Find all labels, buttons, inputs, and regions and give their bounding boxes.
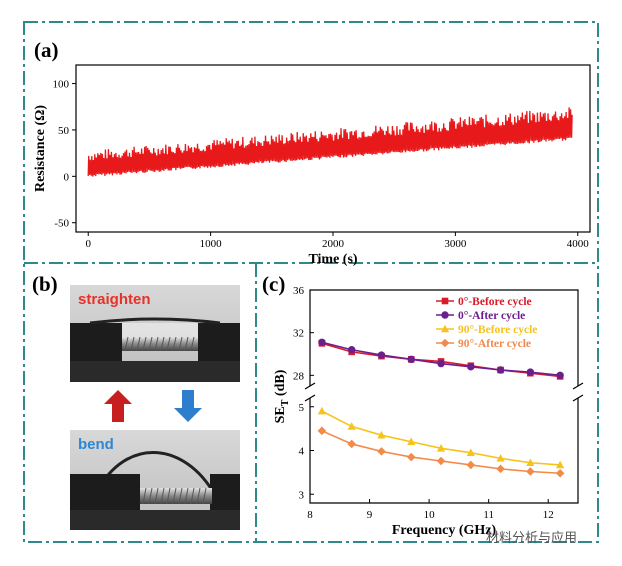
panel-c-label: (c) (262, 272, 285, 296)
legend-label: 90°-Before cycle (458, 324, 537, 336)
data-point-circle (347, 346, 356, 354)
data-point-diamond (317, 426, 327, 436)
arrow-down-icon (174, 390, 202, 422)
x-axis-label-a: Time (s) (308, 252, 357, 267)
x-tick-label-a: 1000 (200, 238, 223, 250)
dash-dot-frame (23, 21, 599, 543)
axis-break-mark (572, 394, 584, 402)
legend-marker (440, 338, 450, 348)
x-tick-label-a: 0 (85, 238, 91, 250)
series-line-diamond (321, 430, 561, 475)
data-point-circle (407, 355, 415, 364)
axis-break-mark (304, 394, 316, 402)
arrow-up-icon (104, 390, 132, 422)
y-tick-label-a: 0 (64, 171, 70, 183)
data-point-triangle (317, 406, 327, 415)
data-point-triangle (526, 458, 535, 467)
data-point-triangle (436, 444, 446, 452)
axis-break-mark (572, 382, 584, 390)
y-axis-label-c: SET (dB) (273, 369, 291, 423)
axis-break-mark (304, 382, 316, 390)
data-point-diamond (526, 467, 535, 476)
legend-label: 0°-Before cycle (458, 296, 532, 308)
data-point-triangle (466, 448, 475, 456)
straighten-caption: straighten (78, 291, 151, 308)
x-tick-label-a: 4000 (567, 238, 590, 250)
data-point-circle (318, 338, 326, 346)
data-point-diamond (377, 447, 386, 456)
data-point-diamond (466, 460, 476, 470)
y-tick-label-a: -50 (54, 218, 69, 230)
x-tick-label-a: 2000 (322, 238, 345, 250)
panel-b-label: (b) (32, 272, 58, 296)
data-point-triangle (407, 437, 416, 446)
watermark-text: 材料分析与应用 (486, 531, 578, 546)
data-point-triangle (556, 460, 565, 469)
x-tick-label-c: 9 (367, 509, 373, 521)
y-tick-label-a: 50 (58, 125, 70, 137)
legend-marker (440, 324, 450, 333)
x-tick-label-c: 12 (543, 509, 554, 521)
y-tick-label-c-lower: 3 (299, 489, 305, 501)
bend-photo (70, 430, 240, 530)
bend-caption: bend (78, 436, 114, 453)
data-point-circle (526, 368, 535, 376)
y-axis-label-a: Resistance (Ω) (33, 105, 48, 192)
data-point-diamond (555, 468, 565, 478)
data-point-circle (377, 351, 386, 359)
y-tick-label-c-lower: 5 (299, 402, 305, 414)
data-point-diamond (496, 464, 505, 474)
x-tick-label-c: 10 (424, 509, 436, 521)
y-tick-label-c-upper: 36 (293, 285, 305, 297)
x-axis-label-c: Frequency (GHz) (392, 523, 497, 538)
resistance-series (87, 107, 573, 177)
plot-c: 8 9 10 11 12 28 32 36 3 4 5 Frequency (GHz) SET (dB)… (273, 285, 584, 538)
x-tick-label-c: 8 (307, 509, 313, 521)
data-point-triangle (496, 454, 505, 462)
legend-marker (441, 297, 449, 305)
x-tick-label-c: 11 (483, 509, 494, 521)
data-point-circle (437, 359, 445, 368)
data-point-circle (496, 366, 505, 374)
y-tick-label-c-upper: 28 (293, 370, 305, 382)
plot-a: 0 1000 2000 3000 4000 -50 0 50 100 Time (s) Resist… (33, 64, 591, 267)
data-point-diamond (347, 439, 356, 449)
legend-label: 0°-After cycle (458, 310, 525, 322)
data-point-diamond (406, 452, 416, 462)
y-tick-label-c-upper: 32 (293, 328, 304, 340)
x-tick-label-a: 3000 (444, 238, 467, 250)
panel-a-label: (a) (34, 38, 59, 62)
plot-c-upper-axes (309, 289, 579, 386)
data-point-diamond (436, 456, 446, 466)
y-tick-label-a: 100 (53, 79, 70, 91)
data-point-circle (467, 363, 475, 371)
data-point-triangle (347, 422, 356, 430)
data-point-triangle (377, 430, 386, 439)
straighten-photo (70, 285, 240, 382)
data-point-circle (556, 371, 564, 380)
legend-marker (441, 311, 449, 319)
y-tick-label-c-lower: 4 (299, 446, 305, 458)
legend-label: 90°-After cycle (458, 338, 531, 350)
